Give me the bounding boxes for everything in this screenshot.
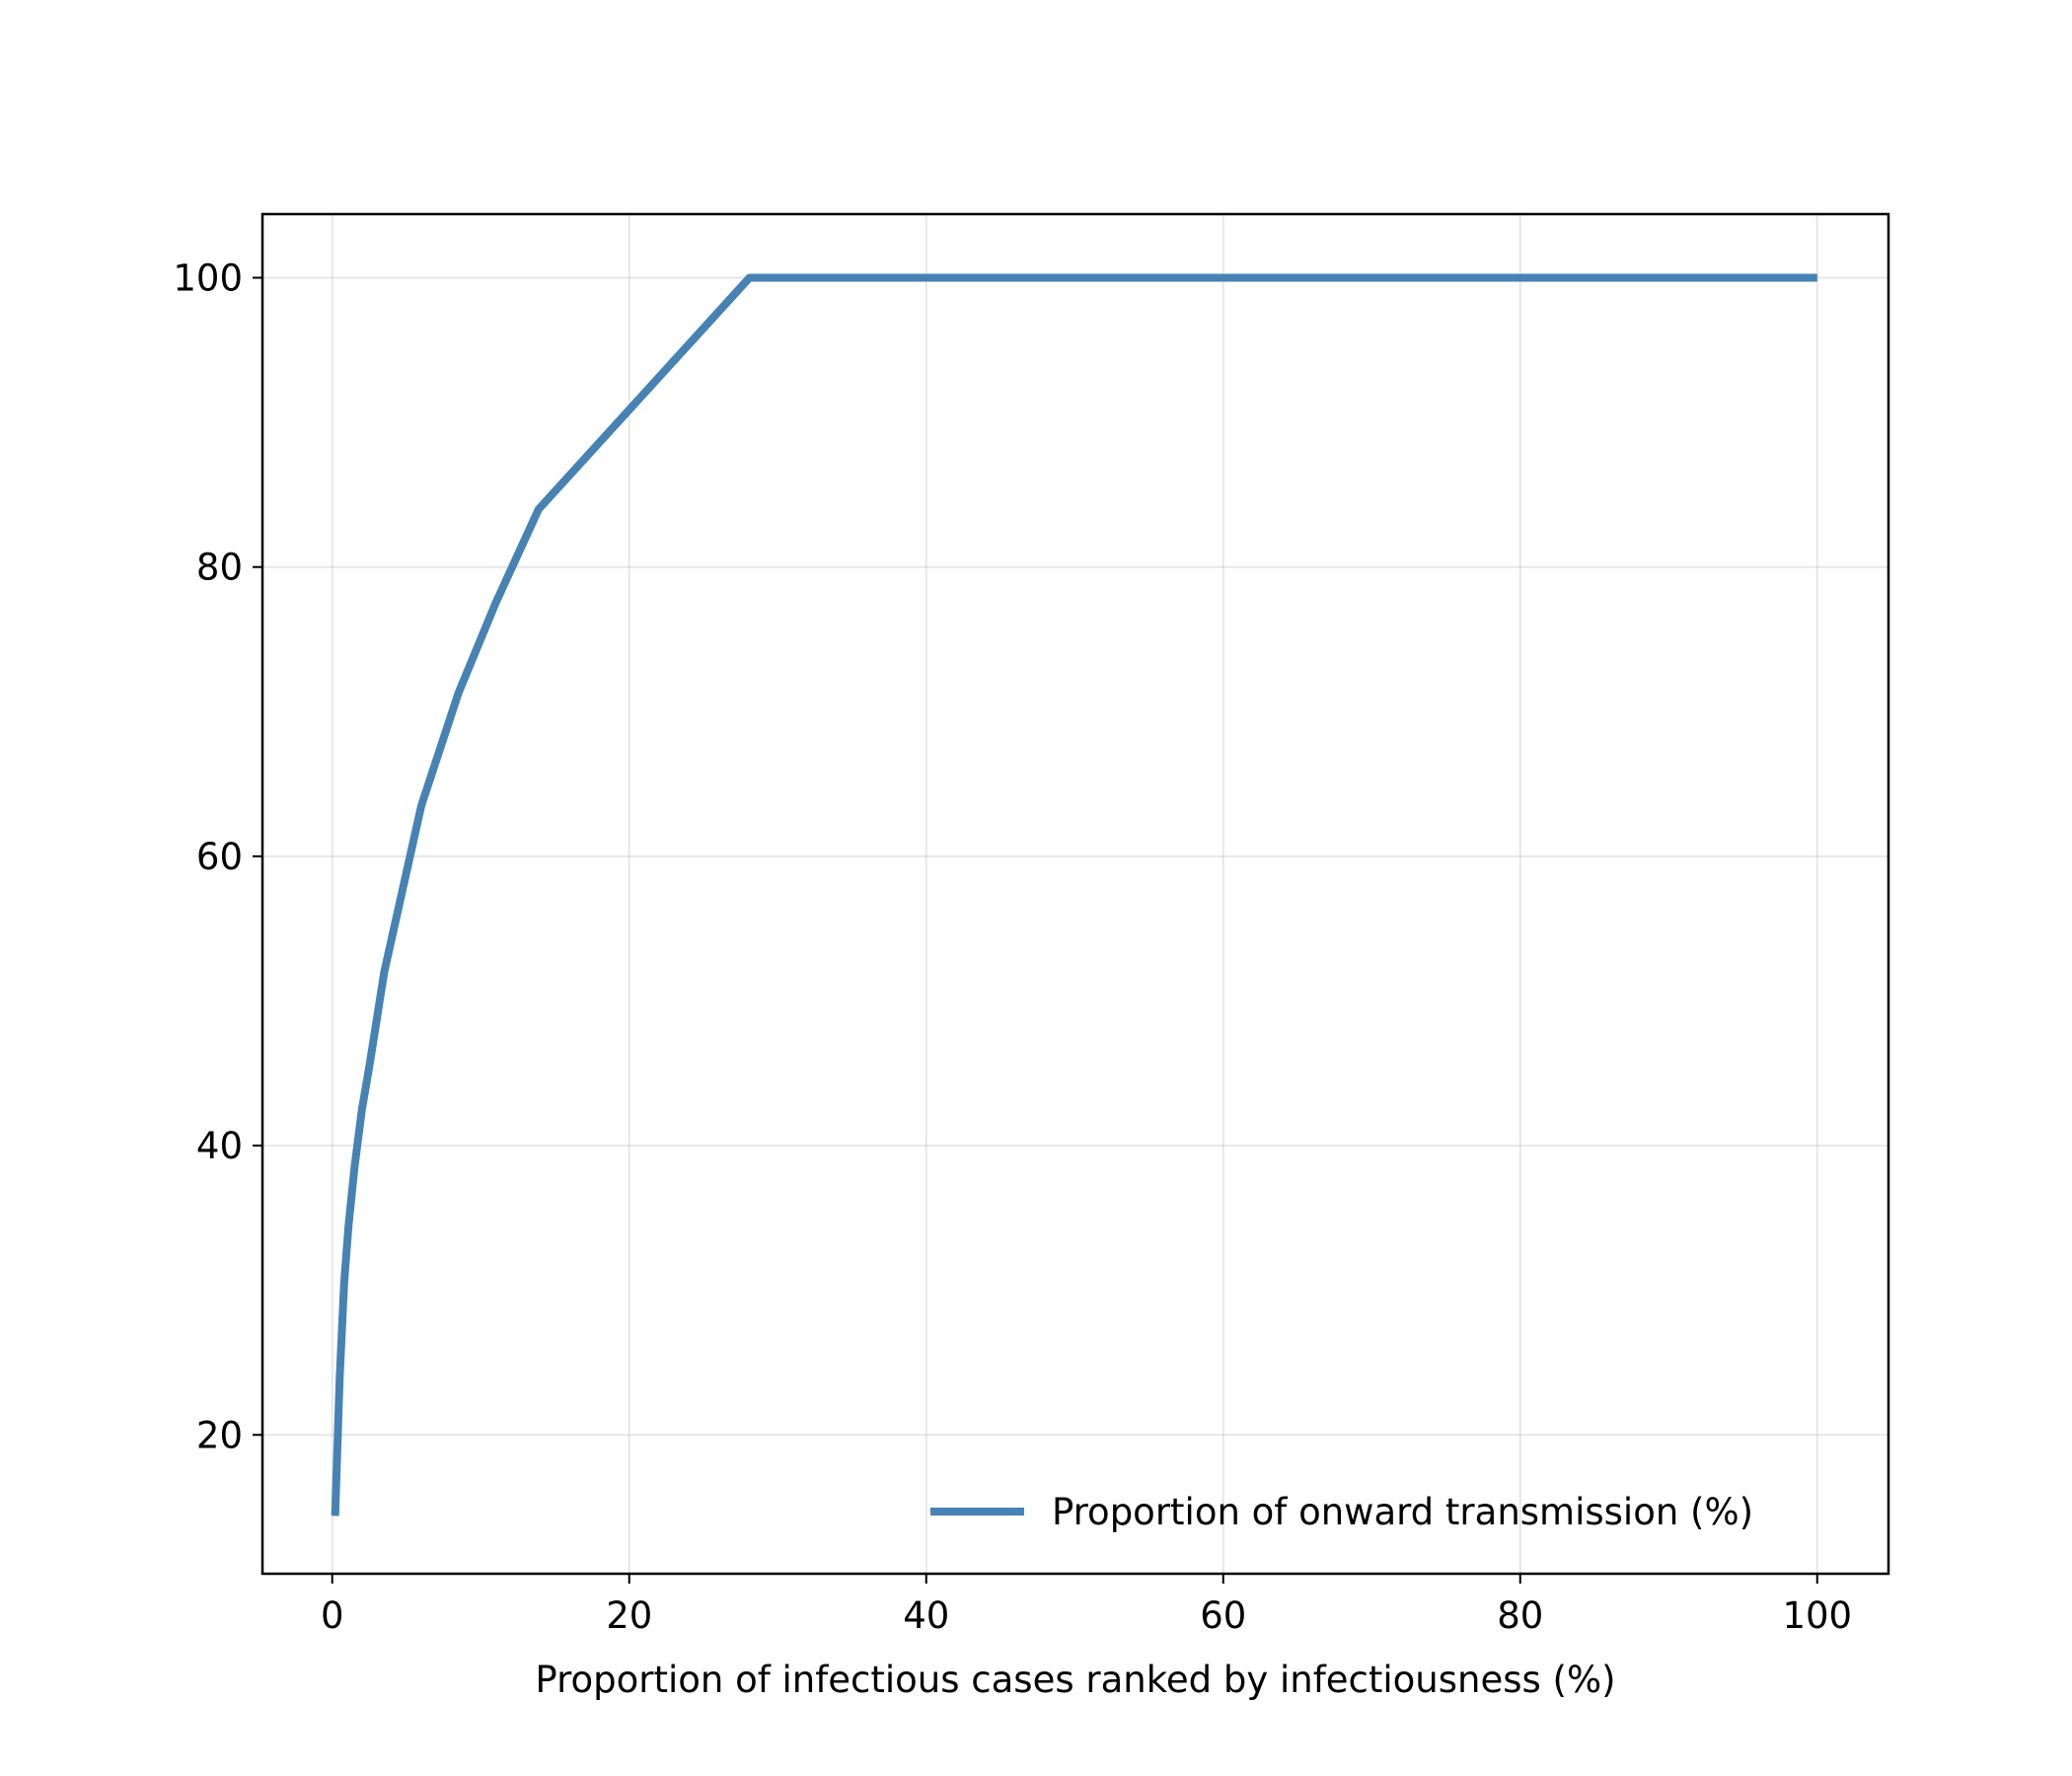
x-tick-label: 20: [606, 1594, 652, 1637]
series-layer: [331, 273, 1817, 1517]
x-tick-label: 80: [1497, 1594, 1543, 1637]
x-tick-label: 40: [903, 1594, 949, 1637]
y-tick-label: 40: [196, 1125, 243, 1167]
grid-layer: [262, 214, 1888, 1574]
y-tick-label: 60: [196, 836, 243, 878]
y-tick-label: 80: [196, 547, 243, 589]
legend: Proportion of onward transmission (%): [930, 1491, 1753, 1533]
y-tick-label: 20: [196, 1414, 243, 1456]
y-tick-label: 100: [173, 258, 243, 300]
plot-frame: [260, 212, 1890, 1576]
x-tick-label: 60: [1200, 1594, 1246, 1637]
legend-label: Proportion of onward transmission (%): [1052, 1491, 1753, 1533]
x-axis-label: Proportion of infectious cases ranked by…: [535, 1659, 1615, 1701]
series-line: [331, 273, 1817, 1517]
x-tick-label: 100: [1782, 1594, 1852, 1637]
x-tick-label: 0: [321, 1594, 344, 1637]
tick-layer: 0 20 40 60 80 100 20 40 60 80 100: [173, 258, 1852, 1637]
